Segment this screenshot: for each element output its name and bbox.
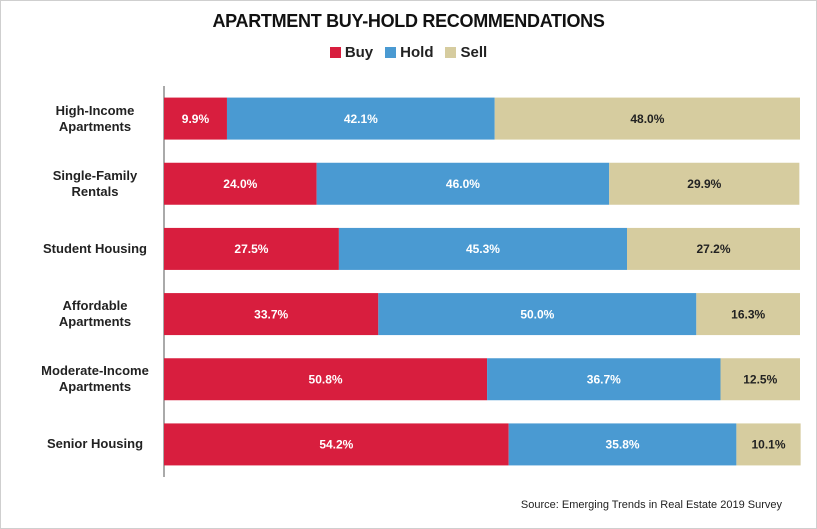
y-tick-label: Moderate-Income Apartments bbox=[41, 363, 149, 395]
legend-swatch bbox=[445, 47, 457, 58]
bar-segment bbox=[338, 227, 628, 270]
value-label: 45.3% bbox=[466, 242, 500, 256]
value-label: 46.0% bbox=[446, 177, 480, 191]
legend-label: Buy bbox=[344, 44, 374, 61]
value-label: 27.2% bbox=[696, 242, 730, 256]
bar-segment bbox=[164, 162, 317, 205]
value-label: 27.5% bbox=[234, 242, 268, 256]
y-tick-label: Affordable Apartments bbox=[58, 298, 132, 330]
bar-segment bbox=[164, 227, 339, 270]
bar-segment bbox=[736, 423, 801, 466]
value-label: 16.3% bbox=[731, 307, 765, 321]
bar-segment bbox=[164, 423, 509, 466]
bar-segment bbox=[627, 227, 800, 270]
legend-swatch bbox=[329, 47, 341, 58]
bar-segment bbox=[226, 97, 495, 140]
value-label: 9.9% bbox=[182, 112, 210, 126]
y-tick-label: High-Income Apartments bbox=[55, 102, 135, 134]
bar-segment bbox=[696, 293, 800, 336]
legend: Buy Hold Sell bbox=[1, 44, 816, 61]
value-label: 24.0% bbox=[223, 177, 257, 191]
y-tick-label: Student Housing bbox=[43, 240, 147, 256]
value-label: 48.0% bbox=[630, 112, 664, 126]
bar-segment bbox=[164, 97, 227, 140]
source-note: Source: Emerging Trends in Real Estate 2… bbox=[520, 499, 782, 511]
y-tick-label: Single-Family Rentals bbox=[52, 167, 138, 199]
bar-segment bbox=[316, 162, 610, 205]
bar-segment bbox=[164, 293, 379, 336]
bar-segment bbox=[508, 423, 737, 466]
legend-item: Buy bbox=[329, 44, 374, 61]
value-label: 54.2% bbox=[319, 438, 353, 452]
legend-swatch bbox=[385, 47, 397, 58]
value-label: 33.7% bbox=[254, 307, 288, 321]
value-label: 42.1% bbox=[344, 112, 378, 126]
legend-item: Hold bbox=[385, 44, 433, 61]
y-tick-label: Senior Housing bbox=[46, 436, 144, 452]
value-label: 29.9% bbox=[687, 177, 721, 191]
bar-segment bbox=[164, 358, 488, 401]
value-label: 35.8% bbox=[606, 438, 640, 452]
value-label: 50.8% bbox=[309, 372, 343, 386]
value-label: 36.7% bbox=[587, 372, 621, 386]
legend-label: Sell bbox=[460, 44, 488, 61]
bar-segment bbox=[609, 162, 800, 205]
value-label: 10.1% bbox=[752, 438, 786, 452]
bar-segment bbox=[378, 293, 697, 336]
legend-item: Sell bbox=[445, 44, 487, 61]
value-label: 12.5% bbox=[743, 372, 777, 386]
chart-title: APARTMENT BUY-HOLD RECOMMENDATIONS bbox=[212, 11, 605, 31]
bar-segment bbox=[487, 358, 721, 401]
value-label: 50.0% bbox=[520, 307, 554, 321]
bar-segment bbox=[494, 97, 800, 140]
bar-segment bbox=[720, 358, 800, 401]
legend-label: Hold bbox=[400, 44, 434, 61]
